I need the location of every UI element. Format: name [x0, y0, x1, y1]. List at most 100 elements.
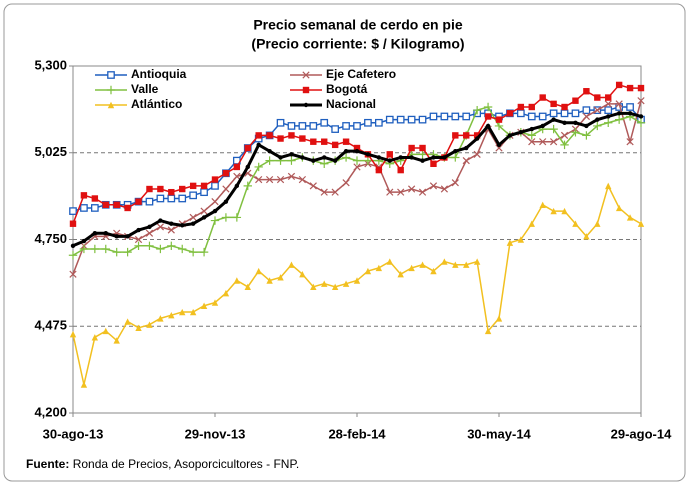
- marker: [364, 267, 372, 275]
- marker: [101, 244, 110, 254]
- marker: [320, 159, 329, 168]
- x-tick-label: 29-ago-14: [611, 426, 672, 441]
- y-tick-label: 4,750: [34, 231, 67, 246]
- marker: [212, 208, 218, 214]
- marker: [506, 110, 514, 117]
- x-tick-label: 28-feb-14: [328, 426, 386, 441]
- marker: [430, 267, 437, 275]
- marker: [179, 308, 186, 316]
- marker: [298, 175, 307, 184]
- marker: [211, 176, 219, 183]
- marker: [157, 185, 164, 193]
- marker: [528, 103, 535, 111]
- marker: [331, 141, 339, 149]
- marker: [276, 118, 285, 127]
- marker: [69, 270, 77, 278]
- marker: [287, 122, 296, 130]
- marker: [114, 234, 119, 239]
- marker: [529, 126, 534, 132]
- legend-marker: [303, 102, 309, 108]
- marker: [211, 299, 219, 306]
- marker: [322, 155, 327, 160]
- marker: [442, 155, 447, 160]
- marker: [201, 215, 207, 220]
- marker: [408, 144, 415, 152]
- marker: [134, 235, 143, 244]
- legend-label: Valle: [131, 82, 159, 96]
- marker: [168, 312, 175, 319]
- marker: [376, 155, 382, 160]
- marker: [507, 133, 513, 138]
- marker: [396, 115, 405, 124]
- marker: [134, 241, 143, 251]
- marker: [289, 152, 294, 157]
- marker: [277, 274, 284, 281]
- marker: [298, 122, 307, 130]
- marker: [517, 236, 525, 243]
- marker: [79, 244, 89, 254]
- marker: [539, 94, 546, 101]
- marker: [354, 148, 360, 154]
- marker: [199, 247, 209, 257]
- marker: [364, 118, 372, 127]
- marker: [462, 157, 470, 165]
- marker: [527, 131, 536, 140]
- marker: [310, 138, 317, 145]
- marker: [90, 244, 100, 254]
- legend-label: Atlántico: [131, 97, 182, 111]
- marker: [353, 163, 361, 171]
- marker: [463, 132, 470, 139]
- marker: [560, 109, 569, 118]
- marker: [234, 183, 240, 189]
- marker: [80, 192, 88, 199]
- source-label: Fuente:: [26, 457, 69, 471]
- marker: [462, 112, 471, 121]
- marker: [145, 241, 154, 251]
- marker: [211, 198, 219, 206]
- marker: [189, 182, 197, 190]
- legend-marker: [106, 85, 116, 95]
- marker: [494, 121, 504, 131]
- marker: [419, 144, 426, 152]
- marker: [353, 144, 361, 152]
- legend-marker: [107, 71, 115, 79]
- marker: [321, 280, 328, 287]
- marker: [614, 115, 624, 124]
- marker: [473, 258, 481, 265]
- marker: [615, 81, 623, 89]
- marker: [211, 182, 219, 190]
- marker: [615, 204, 623, 212]
- marker: [386, 151, 393, 158]
- marker: [178, 244, 187, 254]
- marker: [604, 118, 613, 127]
- marker: [572, 220, 579, 227]
- marker: [573, 120, 578, 125]
- marker: [386, 258, 393, 265]
- marker: [300, 155, 305, 160]
- legend-label: Nacional: [326, 97, 376, 111]
- marker: [473, 132, 481, 139]
- marker: [594, 220, 601, 227]
- marker: [485, 123, 491, 129]
- marker: [472, 105, 482, 115]
- marker: [180, 223, 185, 228]
- marker: [222, 289, 230, 297]
- marker: [463, 261, 470, 268]
- marker: [363, 156, 373, 165]
- marker: [135, 324, 142, 332]
- marker: [528, 220, 535, 227]
- chart-frame: [3, 3, 686, 482]
- marker: [90, 204, 99, 212]
- marker: [277, 135, 284, 142]
- marker: [200, 182, 208, 190]
- marker: [419, 261, 426, 268]
- marker: [145, 229, 154, 237]
- marker: [637, 84, 645, 92]
- marker: [287, 156, 296, 165]
- marker: [69, 330, 77, 338]
- marker: [571, 128, 580, 137]
- marker: [638, 114, 644, 119]
- marker: [243, 181, 252, 191]
- marker: [233, 277, 241, 284]
- legend-marker: [107, 101, 115, 109]
